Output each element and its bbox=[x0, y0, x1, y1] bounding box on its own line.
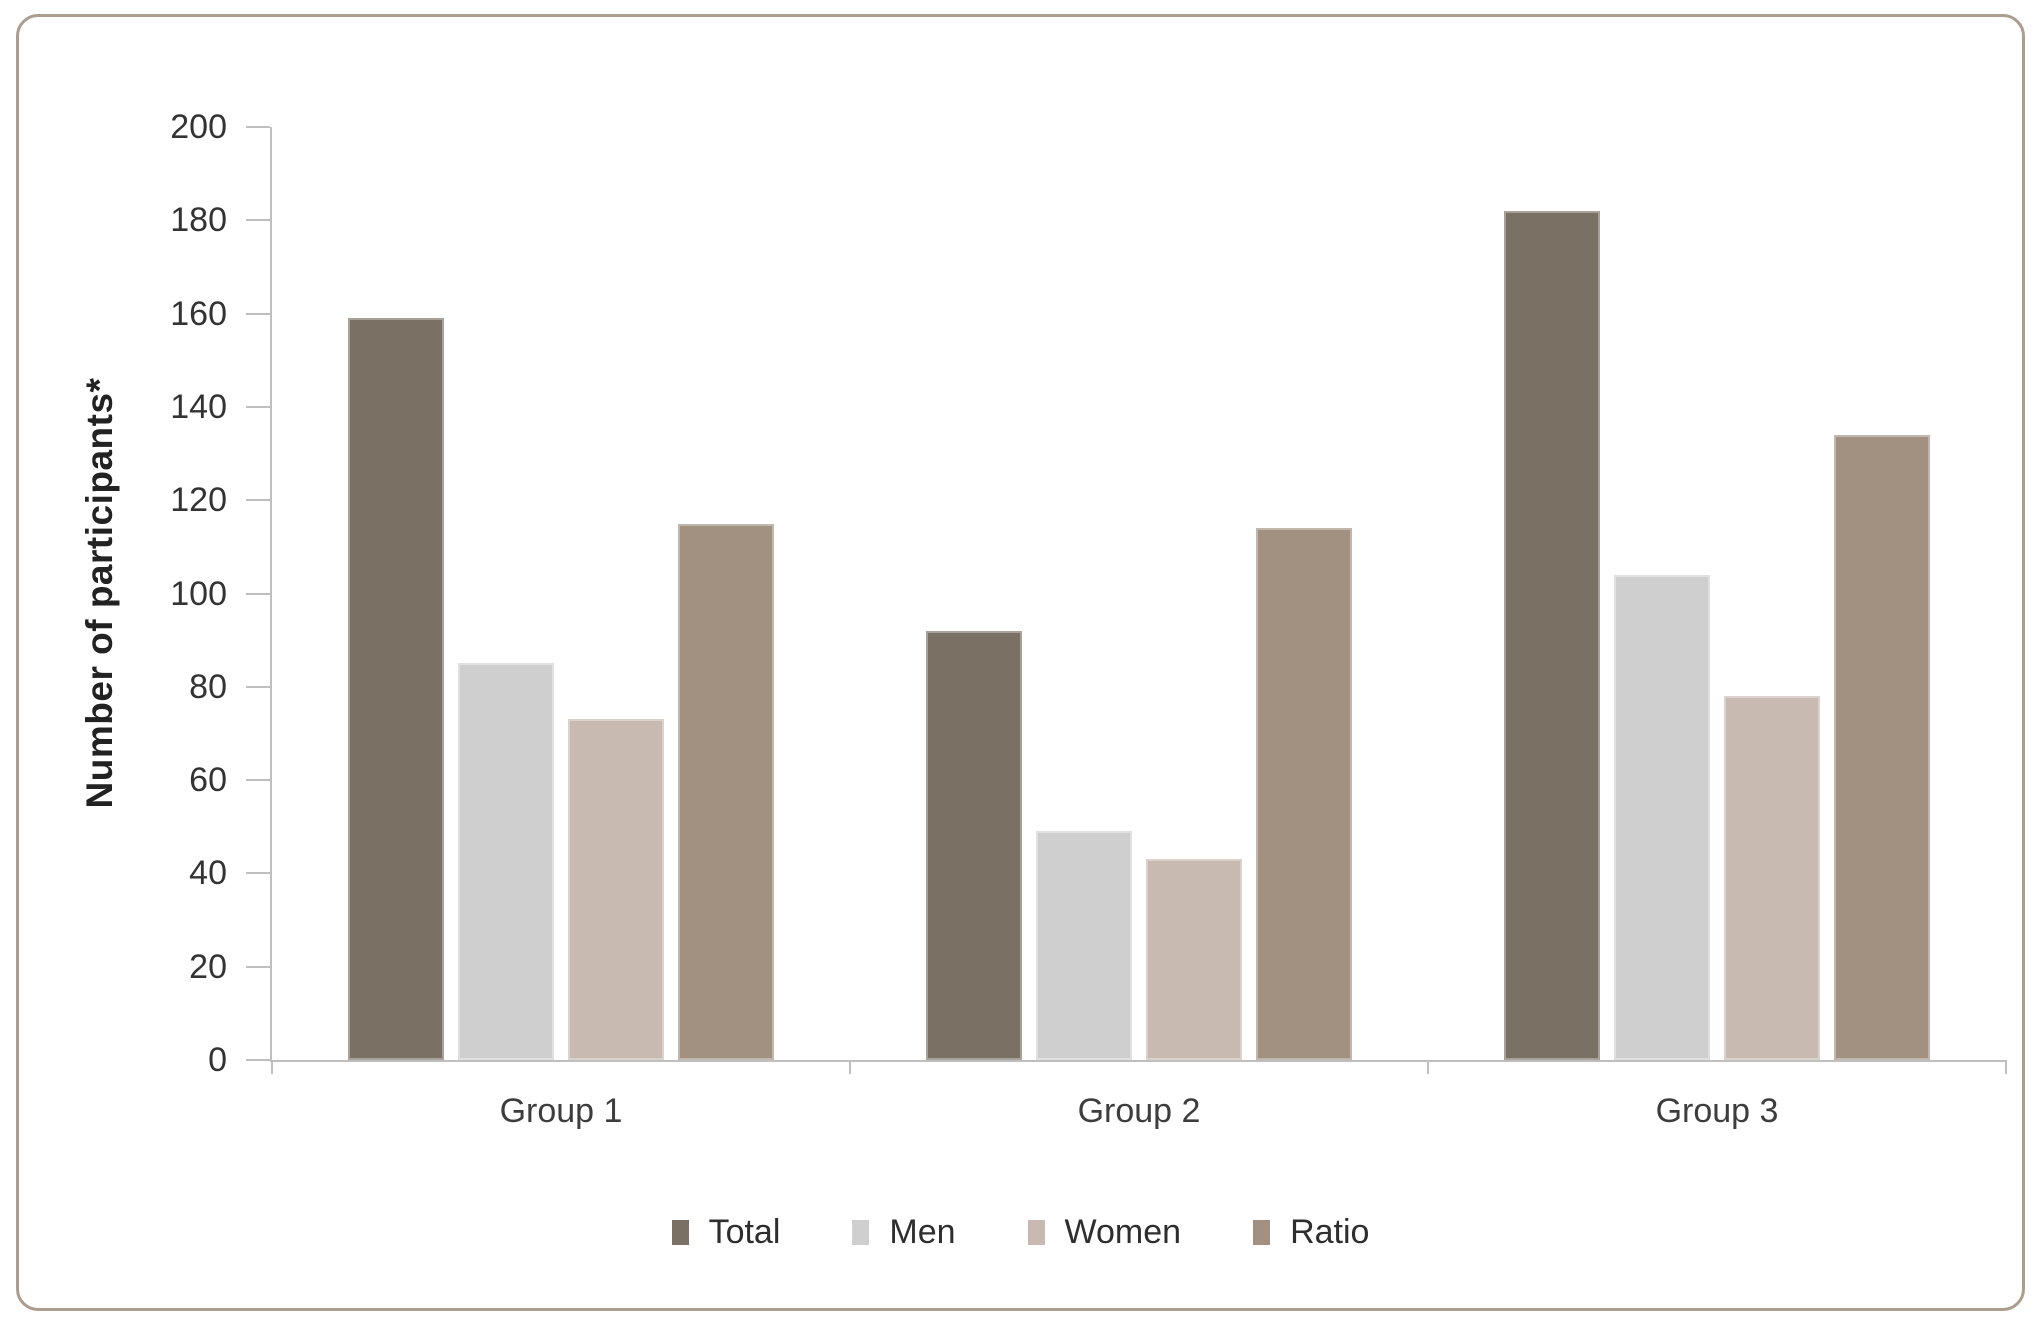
bar-ratio-group-3 bbox=[1834, 434, 1930, 1060]
y-axis-tick-label: 60 bbox=[189, 761, 227, 800]
bar-group-2 bbox=[850, 127, 1428, 1060]
x-category-labels: Group 1 Group 2 Group 3 bbox=[272, 1092, 2006, 1131]
bar-men-group-3 bbox=[1614, 574, 1710, 1060]
legend-swatch-women-icon bbox=[1027, 1220, 1045, 1245]
bar-women-group-1 bbox=[568, 719, 664, 1060]
y-axis-tick bbox=[246, 219, 270, 222]
legend-label-women: Women bbox=[1064, 1213, 1182, 1251]
bar-group-3 bbox=[1428, 127, 2006, 1060]
x-category-label-2: Group 2 bbox=[1077, 1092, 1201, 1130]
bar-group-1 bbox=[272, 127, 850, 1060]
x-category-label-3: Group 3 bbox=[1655, 1092, 1779, 1130]
x-axis-tick bbox=[1426, 1060, 1429, 1074]
y-axis-tick bbox=[246, 312, 270, 315]
y-axis-tick-label: 120 bbox=[170, 481, 227, 520]
legend-item-total: Total bbox=[671, 1213, 781, 1252]
y-axis-tick bbox=[246, 499, 270, 502]
bar-men-group-2 bbox=[1036, 831, 1132, 1060]
y-axis-tick-label: 40 bbox=[189, 854, 227, 893]
chart-card: Number of participants* 0 20 40 60 80 100 120 1… bbox=[16, 14, 2025, 1311]
bar-total-group-1 bbox=[348, 318, 444, 1060]
y-axis-tick bbox=[246, 1059, 270, 1061]
bar-men-group-1 bbox=[458, 663, 554, 1060]
y-axis-tick bbox=[246, 872, 270, 875]
legend-swatch-men-icon bbox=[852, 1220, 870, 1245]
legend-label-total: Total bbox=[708, 1213, 781, 1251]
y-axis-tick-label: 0 bbox=[208, 1041, 227, 1079]
legend-label-men: Men bbox=[889, 1213, 956, 1251]
bar-women-group-3 bbox=[1724, 696, 1820, 1060]
bar-ratio-group-2 bbox=[1256, 528, 1352, 1060]
y-axis-tick bbox=[246, 592, 270, 595]
bar-total-group-3 bbox=[1504, 210, 1600, 1060]
y-axis-tick bbox=[246, 965, 270, 968]
bar-total-group-2 bbox=[926, 630, 1022, 1060]
legend-swatch-ratio-icon bbox=[1253, 1220, 1271, 1245]
legend-item-men: Men bbox=[852, 1213, 956, 1252]
legend-item-women: Women bbox=[1027, 1213, 1182, 1252]
y-axis-tick-label: 200 bbox=[170, 108, 227, 146]
legend-item-ratio: Ratio bbox=[1253, 1213, 1369, 1252]
y-axis-tick bbox=[246, 405, 270, 408]
y-axis-tick-label: 100 bbox=[170, 574, 227, 613]
x-axis-tick bbox=[848, 1060, 851, 1074]
bar-groups bbox=[272, 127, 2006, 1060]
legend: Total Men Women Ratio bbox=[19, 1213, 2022, 1252]
y-axis-tick bbox=[246, 126, 270, 128]
y-axis-tick bbox=[246, 779, 270, 782]
y-axis-tick-label: 20 bbox=[189, 947, 227, 986]
x-axis-tick bbox=[2005, 1060, 2007, 1074]
y-axis-tick-label: 80 bbox=[189, 667, 227, 706]
bar-ratio-group-1 bbox=[678, 523, 774, 1060]
legend-swatch-total-icon bbox=[671, 1220, 689, 1245]
y-axis-tick-label: 160 bbox=[170, 294, 227, 333]
y-axis-tick-label: 180 bbox=[170, 201, 227, 240]
bar-women-group-2 bbox=[1146, 859, 1242, 1060]
x-axis-tick bbox=[271, 1060, 273, 1074]
plot-area: 0 20 40 60 80 100 120 140 160 180 200 Group 1 Group… bbox=[170, 108, 2007, 1130]
y-axis-tick bbox=[246, 685, 270, 688]
x-category-label-1: Group 1 bbox=[499, 1092, 623, 1130]
y-axis-tick-label: 140 bbox=[170, 387, 227, 426]
legend-label-ratio: Ratio bbox=[1290, 1213, 1370, 1251]
